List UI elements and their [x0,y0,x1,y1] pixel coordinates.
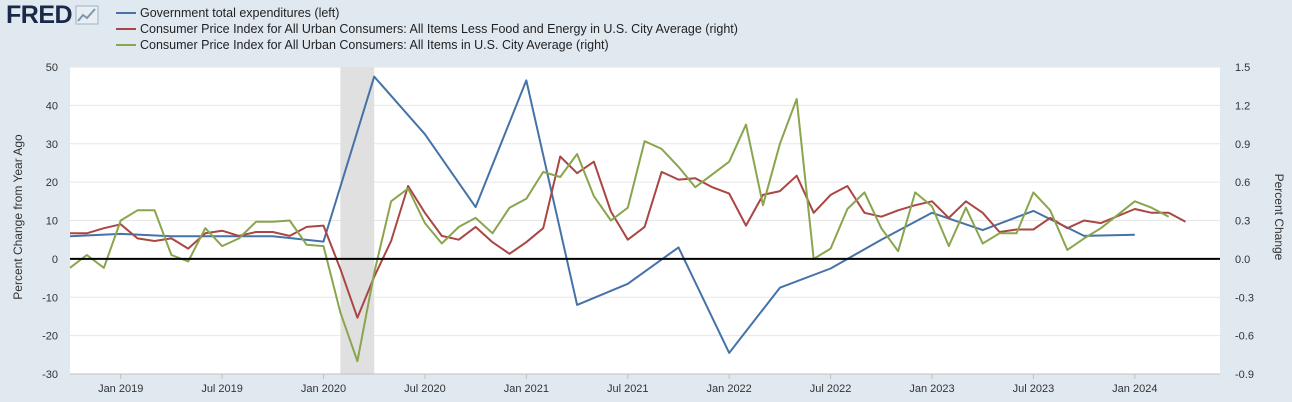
left-tick-label: 0 [52,254,58,266]
x-tick-label: Jan 2024 [1112,383,1157,395]
left-tick-label: 20 [46,177,58,189]
right-tick-label: -0.6 [1235,331,1254,343]
x-tick-label: Jul 2021 [607,383,649,395]
left-tick-label: 30 [46,139,58,151]
series-lines [69,75,1220,363]
legend-item[interactable]: Consumer Price Index for All Urban Consu… [116,21,738,37]
legend-label: Consumer Price Index for All Urban Consu… [140,22,738,36]
x-tick-label: Jan 2020 [301,383,346,395]
right-axis-ticks: 1.5 1.2 0.9 0.6 0.3 0.0 -0.3 -0.6 -0.9 [1235,62,1254,381]
left-tick-label: 40 [46,100,58,112]
legend-swatch-gov [116,12,136,14]
x-tick-label: Jan 2019 [98,383,143,395]
right-tick-label: 0.0 [1235,254,1250,266]
chart-legend: Government total expenditures (left) Con… [116,5,738,53]
recession-bands [340,67,375,374]
left-tick-label: 50 [46,62,58,74]
right-tick-label: 1.2 [1235,100,1250,112]
right-tick-label: -0.3 [1235,292,1254,304]
legend-swatch-cpi [116,44,136,46]
right-tick-label: 0.9 [1235,139,1250,151]
fred-chart-icon [75,5,99,25]
x-tick-label: Jul 2019 [201,383,243,395]
legend-label: Consumer Price Index for All Urban Consu… [140,38,609,52]
x-tick-label: Jan 2022 [707,383,752,395]
left-axis-ticks: 50 40 30 20 10 0 -10 -20 -30 [42,62,58,381]
left-tick-label: -10 [42,292,58,304]
left-tick-label: 10 [46,216,58,228]
recession-band [340,67,375,374]
x-tick-label: Jul 2023 [1013,383,1055,395]
x-tick-label: Jan 2023 [909,383,954,395]
series-line[interactable] [69,98,1170,363]
left-tick-label: -30 [42,369,58,381]
right-tick-label: 0.3 [1235,216,1250,228]
left-tick-label: -20 [42,331,58,343]
right-tick-label: 0.6 [1235,177,1250,189]
x-tick-label: Jul 2020 [404,383,446,395]
legend-item[interactable]: Government total expenditures (left) [116,5,738,21]
left-axis-title: Percent Change from Year Ago [11,134,25,300]
legend-item[interactable]: Consumer Price Index for All Urban Consu… [116,37,738,53]
x-axis-ticks: Jan 2019 Jul 2019 Jan 2020 Jul 2020 Jan 2021… [70,373,1220,395]
right-tick-label: -0.9 [1235,369,1254,381]
x-tick-label: Jul 2022 [810,383,852,395]
right-tick-label: 1.5 [1235,62,1250,74]
x-tick-label: Jan 2021 [504,383,549,395]
legend-swatch-core-cpi [116,28,136,30]
fred-logo[interactable]: FRED [6,2,99,28]
series-line[interactable] [70,155,1186,319]
fred-logo-text: FRED [6,1,73,29]
right-axis-title: Percent Change [1272,174,1286,261]
legend-label: Government total expenditures (left) [140,6,340,20]
series-line[interactable] [69,75,1135,354]
